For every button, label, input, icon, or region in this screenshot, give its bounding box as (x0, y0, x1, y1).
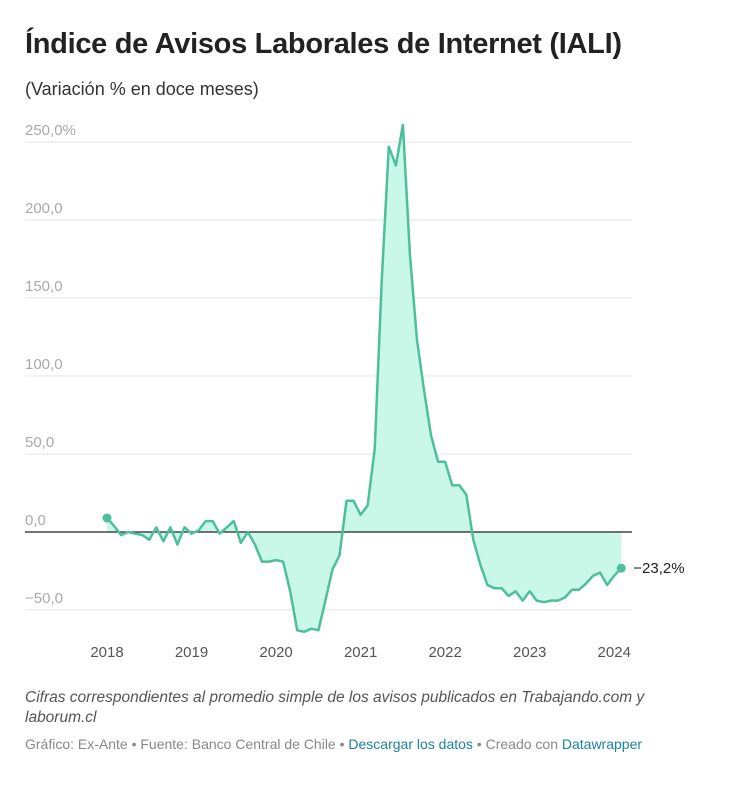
byline: Gráfico: Ex-Ante • Fuente: Banco Central… (25, 735, 665, 754)
x-tick-label: 2022 (428, 644, 461, 661)
x-tick-label: 2024 (598, 644, 631, 661)
y-tick-label: 100,0 (25, 356, 63, 373)
download-link[interactable]: Descargar los datos (348, 736, 473, 752)
y-tick-label: 250,0% (25, 122, 76, 139)
x-tick-label: 2023 (513, 644, 546, 661)
end-dot (102, 513, 112, 523)
byline-text: • Creado con (472, 736, 562, 752)
x-tick-label: 2020 (259, 644, 292, 661)
area (107, 124, 622, 632)
chart-subtitle: (Variación % en doce meses) (25, 79, 259, 99)
y-tick-label: 0,0 (25, 512, 46, 529)
x-tick-label: 2021 (344, 644, 377, 661)
chart-note: Cifras correspondientes al promedio simp… (25, 689, 645, 726)
value-label: −23,2% (633, 560, 684, 577)
chart: −50,0 0,0 50,0 100,0 150,0 200,0 250,0% 2018 201… (25, 122, 685, 661)
y-tick-label: 200,0 (25, 200, 63, 217)
y-tick-label: 150,0 (25, 278, 63, 295)
x-tick-label: 2019 (175, 644, 208, 661)
chart-title: Índice de Avisos Laborales de Internet (… (25, 28, 622, 60)
byline-text: Gráfico: Ex-Ante • Fuente: Banco Central… (25, 736, 349, 752)
y-tick-label: −50,0 (25, 590, 63, 607)
y-tick-label: 50,0 (25, 434, 54, 451)
line (106, 123, 623, 634)
x-tick-label: 2018 (90, 644, 123, 661)
datawrapper-link[interactable]: Datawrapper (561, 736, 643, 752)
end-dot (616, 563, 626, 573)
